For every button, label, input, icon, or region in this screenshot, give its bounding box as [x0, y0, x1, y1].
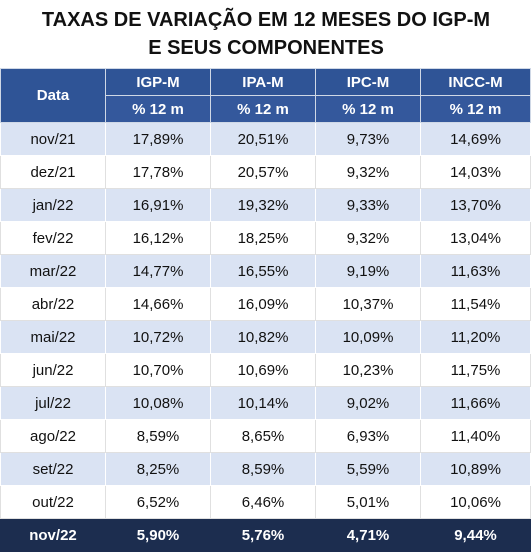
unit-cell: % 12 m	[315, 95, 421, 123]
value-cell: 4,71%	[315, 518, 421, 552]
value-cell: 5,76%	[210, 518, 316, 552]
value-cell: 10,69%	[210, 353, 316, 387]
date-cell: jan/22	[0, 188, 106, 222]
value-cell: 11,63%	[420, 254, 531, 288]
table-row: fev/22 16,12% 18,25% 9,32% 13,04%	[0, 221, 531, 255]
table-row: nov/21 17,89% 20,51% 9,73% 14,69%	[0, 122, 531, 156]
value-cell: 14,69%	[420, 122, 531, 156]
date-cell: mar/22	[0, 254, 106, 288]
header-cell: IGP-M	[105, 68, 211, 96]
table-row: mai/22 10,72% 10,82% 10,09% 11,20%	[0, 320, 531, 354]
unit-row: % 12 m% 12 m% 12 m% 12 m	[1, 95, 531, 123]
table-row: ago/22 8,59% 8,65% 6,93% 11,40%	[0, 419, 531, 453]
header-cell: IPC-M	[315, 68, 421, 96]
value-cell: 5,01%	[315, 485, 421, 519]
value-cell: 18,25%	[210, 221, 316, 255]
value-cell: 14,66%	[105, 287, 211, 321]
table-row: jul/22 10,08% 10,14% 9,02% 11,66%	[0, 386, 531, 420]
value-cell: 16,12%	[105, 221, 211, 255]
unit-cell: % 12 m	[420, 95, 531, 123]
table-row: mar/22 14,77% 16,55% 9,19% 11,63%	[0, 254, 531, 288]
value-cell: 13,70%	[420, 188, 531, 222]
value-cell: 8,65%	[210, 419, 316, 453]
table-body: nov/21 17,89% 20,51% 9,73% 14,69% dez/21 17,78…	[0, 122, 531, 552]
table-row: jan/22 16,91% 19,32% 9,33% 13,70%	[0, 188, 531, 222]
value-cell: 10,72%	[105, 320, 211, 354]
value-cell: 10,14%	[210, 386, 316, 420]
title: TAXAS DE VARIAÇÃO EM 12 MESES DO IGP-M E…	[41, 9, 491, 59]
value-cell: 10,06%	[420, 485, 531, 519]
table: Data IGP-M IPA-M IPC-M INCC-M% 12 m% 12 m% 1…	[0, 68, 531, 552]
value-cell: 14,77%	[105, 254, 211, 288]
value-cell: 17,78%	[105, 155, 211, 189]
value-cell: 20,51%	[210, 122, 316, 156]
table-row: set/22 8,25% 8,59% 5,59% 10,89%	[0, 452, 531, 486]
value-cell: 9,73%	[315, 122, 421, 156]
date-cell: set/22	[0, 452, 106, 486]
value-cell: 5,59%	[315, 452, 421, 486]
value-cell: 16,09%	[210, 287, 316, 321]
value-cell: 11,20%	[420, 320, 531, 354]
value-cell: 6,46%	[210, 485, 316, 519]
value-cell: 5,90%	[105, 518, 211, 552]
value-cell: 11,40%	[420, 419, 531, 453]
value-cell: 16,91%	[105, 188, 211, 222]
value-cell: 20,57%	[210, 155, 316, 189]
value-cell: 17,89%	[105, 122, 211, 156]
date-cell: nov/22	[0, 518, 106, 552]
date-cell: ago/22	[0, 419, 106, 453]
date-cell: out/22	[0, 485, 106, 519]
date-cell: dez/21	[0, 155, 106, 189]
table-row: nov/22 5,90% 5,76% 4,71% 9,44%	[0, 518, 531, 552]
table-header: Data IGP-M IPA-M IPC-M INCC-M% 12 m% 12 m% 1…	[0, 68, 531, 123]
value-cell: 9,44%	[420, 518, 531, 552]
table-row: jun/22 10,70% 10,69% 10,23% 11,75%	[0, 353, 531, 387]
value-cell: 13,04%	[420, 221, 531, 255]
value-cell: 10,08%	[105, 386, 211, 420]
value-cell: 6,52%	[105, 485, 211, 519]
value-cell: 11,54%	[420, 287, 531, 321]
value-cell: 9,19%	[315, 254, 421, 288]
header-cell: Data	[0, 68, 106, 123]
date-cell: nov/21	[0, 122, 106, 156]
unit-cell: % 12 m	[210, 95, 316, 123]
value-cell: 8,25%	[105, 452, 211, 486]
value-cell: 6,93%	[315, 419, 421, 453]
value-cell: 16,55%	[210, 254, 316, 288]
value-cell: 9,32%	[315, 155, 421, 189]
value-cell: 11,66%	[420, 386, 531, 420]
header-cell: IPA-M	[210, 68, 316, 96]
table-row: out/22 6,52% 6,46% 5,01% 10,06%	[0, 485, 531, 519]
date-cell: jun/22	[0, 353, 106, 387]
date-cell: jul/22	[0, 386, 106, 420]
value-cell: 10,89%	[420, 452, 531, 486]
value-cell: 8,59%	[105, 419, 211, 453]
value-cell: 10,37%	[315, 287, 421, 321]
date-cell: fev/22	[0, 221, 106, 255]
date-cell: mai/22	[0, 320, 106, 354]
value-cell: 10,09%	[315, 320, 421, 354]
value-cell: 14,03%	[420, 155, 531, 189]
table-row: abr/22 14,66% 16,09% 10,37% 11,54%	[0, 287, 531, 321]
table-row: dez/21 17,78% 20,57% 9,32% 14,03%	[0, 155, 531, 189]
value-cell: 8,59%	[210, 452, 316, 486]
value-cell: 10,70%	[105, 353, 211, 387]
value-cell: 19,32%	[210, 188, 316, 222]
value-cell: 9,32%	[315, 221, 421, 255]
value-cell: 9,02%	[315, 386, 421, 420]
header-cell: INCC-M	[420, 68, 531, 96]
page: TAXAS DE VARIAÇÃO EM 12 MESES DO IGP-M E…	[0, 9, 531, 552]
value-cell: 11,75%	[420, 353, 531, 387]
value-cell: 10,82%	[210, 320, 316, 354]
date-cell: abr/22	[0, 287, 106, 321]
value-cell: 10,23%	[315, 353, 421, 387]
value-cell: 9,33%	[315, 188, 421, 222]
unit-cell: % 12 m	[105, 95, 211, 123]
header-row: Data IGP-M IPA-M IPC-M INCC-M	[0, 68, 531, 123]
